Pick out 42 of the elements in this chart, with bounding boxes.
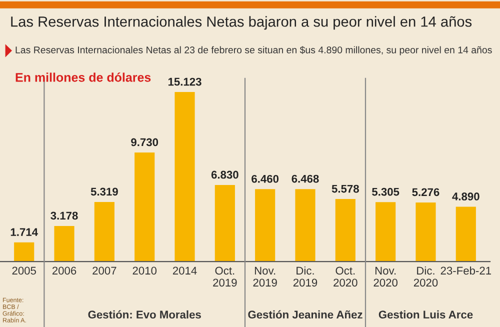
bar	[456, 206, 476, 262]
x-tick-label: 2005	[12, 266, 36, 275]
data-label: 5.305	[372, 188, 400, 196]
chart-title: Las Reservas Internacionales Netas bajaron a su peor nivel en 14 años	[11, 16, 472, 30]
bar	[134, 152, 155, 262]
bar	[174, 92, 195, 262]
y-axis-title: En millones de dólares	[16, 72, 151, 82]
chart-subtitle: Las Reservas Internacionales Netas al 23 de febrero se situan en $us 4.890 millones, su peor nivel en 14 años	[16, 46, 492, 56]
bar	[94, 202, 114, 262]
data-label: 1.714	[10, 228, 38, 236]
data-label: 4.890	[452, 192, 480, 200]
bar	[14, 242, 34, 262]
bar	[416, 202, 436, 262]
data-label: 6.460	[252, 174, 279, 183]
text: Gestión: Evo Morales	[88, 310, 201, 319]
data-label: 6.468	[292, 174, 319, 183]
x-tick-label: 2014	[172, 266, 197, 275]
x-tick-label: Oct. 2019	[213, 266, 237, 287]
bar	[376, 202, 396, 262]
data-label: 5.276	[412, 188, 440, 196]
bar	[295, 189, 316, 262]
x-tick-label: Nov. 2019	[253, 266, 277, 287]
data-label: 6.830	[211, 170, 238, 179]
x-tick-label: 2010	[132, 266, 157, 275]
x-tick-label: Dic. 2019	[293, 266, 318, 287]
bar	[255, 189, 276, 262]
data-label: 9.730	[131, 138, 158, 146]
x-tick-label: 2007	[92, 266, 116, 275]
x-tick-label: 2006	[52, 266, 76, 275]
text: Gestión Jeanine Añez	[248, 310, 362, 319]
bar	[214, 185, 235, 262]
data-label: 15.123	[168, 78, 202, 86]
x-tick-label: Nov. 2020	[374, 266, 398, 287]
bar	[335, 199, 356, 262]
data-label: 5.319	[90, 188, 118, 196]
text: Gestion Luis Arce	[378, 310, 473, 319]
bar	[54, 226, 74, 262]
x-tick-label: Oct. 2020	[334, 266, 358, 287]
x-tick-label: 23-Feb-21	[440, 266, 491, 275]
data-label: 3.178	[50, 212, 78, 220]
x-tick-label: Dic. 2020	[414, 266, 438, 287]
data-label: 5.578	[332, 184, 359, 193]
